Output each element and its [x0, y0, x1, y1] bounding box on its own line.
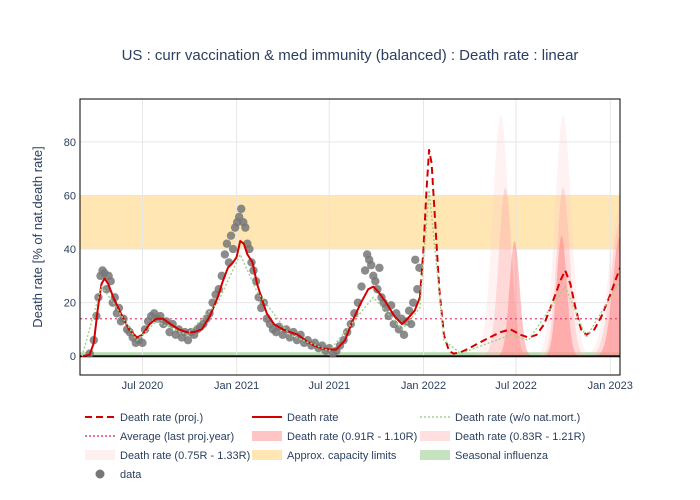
legend-swatch-4: [252, 431, 282, 441]
legend-item-7: Approx. capacity limits: [252, 450, 397, 462]
legend-item-5: Death rate (0.83R - 1.21R): [420, 431, 585, 443]
band-0: [80, 195, 620, 250]
legend-item-8: Seasonal influenza: [420, 450, 549, 462]
legend-label-8: Seasonal influenza: [455, 450, 549, 462]
x-tick-label-5: Jan 2023: [588, 380, 633, 392]
uncertainty-band-1: [469, 187, 620, 357]
data-point-51: [226, 231, 236, 240]
legend-label-0: Death rate (proj.): [120, 412, 203, 424]
data-point-36: [183, 335, 193, 345]
y-tick-label-3: 60: [64, 190, 76, 202]
legend-label-5: Death rate (0.83R - 1.21R): [455, 431, 585, 443]
data-point-115: [406, 319, 416, 329]
legend-label-4: Death rate (0.91R - 1.10R): [287, 431, 417, 443]
legend-label-3: Average (last proj.year): [120, 431, 234, 443]
y-tick-label-2: 40: [64, 244, 76, 256]
data-point-106: [384, 311, 393, 321]
legend-item-6: Death rate (0.75R - 1.33R): [85, 450, 250, 462]
plot-area: Jul 2020 Jan 2021 Jul 2021 Jan 2022 Jul 2022…: [64, 98, 633, 392]
chart-title: US : curr vaccination & med immunity (ba…: [122, 47, 579, 64]
uncertainty-band-2: [469, 235, 620, 357]
data-point-108: [389, 319, 398, 329]
legend-swatch-6: [85, 450, 115, 460]
data-point-52: [228, 244, 238, 254]
plot-border: [79, 98, 621, 376]
data-point-95: [360, 266, 370, 275]
legend-swatch-9: [95, 469, 105, 479]
legend-label-1: Death rate: [287, 412, 338, 424]
y-tick-label-1: 20: [64, 298, 76, 310]
legend-item-2: Death rate (w/o nat.mort.): [420, 412, 580, 424]
legend-swatch-7: [252, 450, 282, 460]
legend-swatch-5: [420, 431, 450, 441]
y-tick-label-0: 0: [70, 351, 76, 363]
plot-clipped: [80, 115, 620, 358]
data-point-49: [222, 239, 232, 248]
y-tick-label-4: 80: [64, 137, 76, 149]
data-point-114: [404, 306, 414, 315]
data-point-48: [220, 250, 230, 259]
legend-label-2: Death rate (w/o nat.mort.): [455, 412, 580, 424]
x-tick-label-1: Jan 2021: [214, 380, 259, 392]
x-tick-label-2: Jul 2021: [308, 380, 350, 392]
data-point-117: [411, 255, 420, 264]
data-point-56: [237, 204, 246, 214]
x-tick-label-3: Jan 2022: [401, 380, 446, 392]
legend-item-3: Average (last proj.year): [85, 431, 234, 443]
data-point-101: [373, 285, 382, 294]
legend-item-4: Death rate (0.91R - 1.10R): [252, 431, 417, 443]
legend: Death rate (proj.) Death rate Death rate (…: [85, 412, 585, 481]
data-point-94: [357, 282, 366, 291]
series-line-1: [418, 148, 620, 355]
x-tick-label-4: Jul 2022: [495, 380, 537, 392]
legend-label-6: Death rate (0.75R - 1.33R): [120, 450, 250, 462]
legend-item-0: Death rate (proj.): [85, 412, 203, 424]
uncertainty-band-0: [469, 115, 620, 357]
data-point-110: [394, 325, 404, 334]
series-line-2: [81, 189, 620, 357]
legend-label-7: Approx. capacity limits: [287, 450, 397, 462]
data-point-98: [367, 260, 376, 270]
legend-swatch-8: [420, 450, 450, 460]
legend-item-1: Death rate: [252, 412, 338, 424]
band-1: [80, 352, 620, 357]
data-point-116: [409, 298, 418, 307]
data-point-21: [138, 338, 147, 348]
y-axis-title: Death rate [% of nat.death rate]: [30, 146, 45, 327]
legend-item-9: data: [95, 469, 142, 481]
x-tick-label-0: Jul 2020: [122, 380, 164, 392]
legend-label-9: data: [120, 469, 142, 481]
data-point-112: [399, 330, 409, 340]
data-point-58: [241, 223, 250, 232]
data-point-102: [375, 263, 384, 273]
data-point-100: [371, 277, 380, 286]
data-point-77: [296, 330, 305, 340]
